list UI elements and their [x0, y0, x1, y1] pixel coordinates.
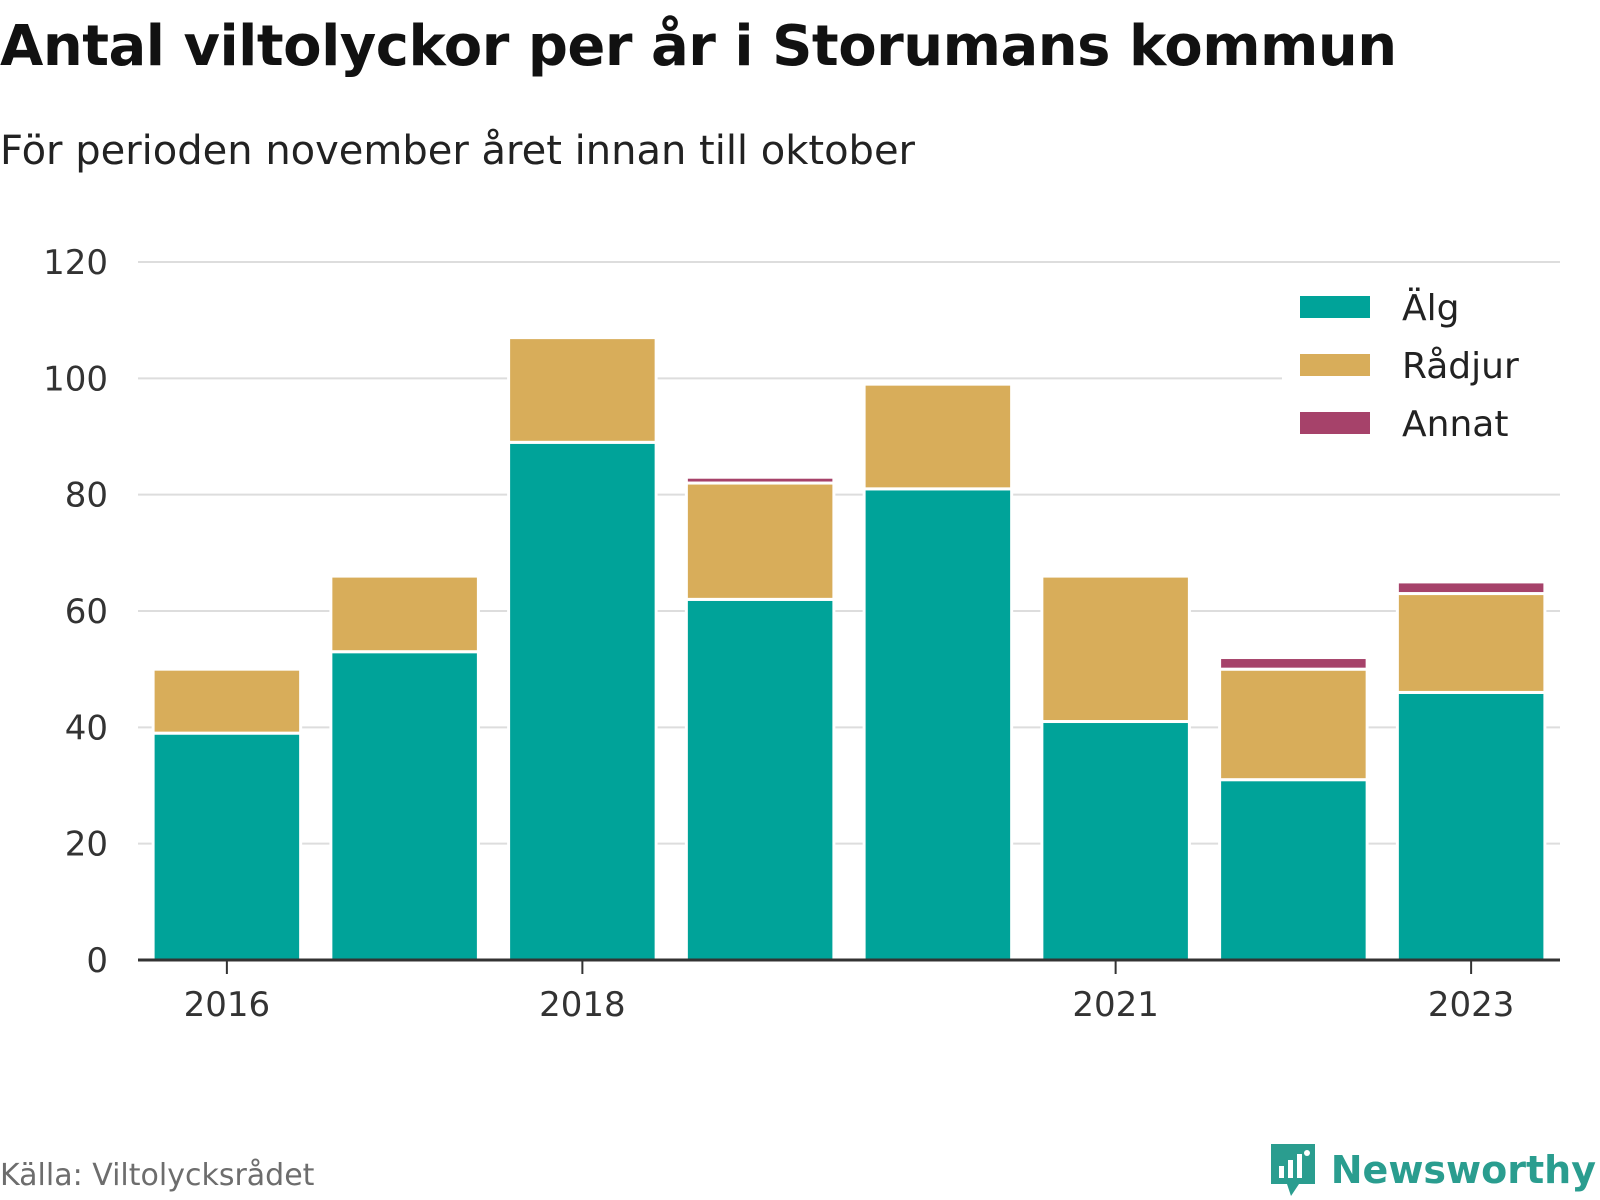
bar-segment: [329, 574, 480, 654]
chart-title: Antal viltolyckor per år i Storumans kom…: [0, 14, 1397, 79]
y-tick-label: 80: [65, 476, 108, 516]
bar-segment: [1395, 690, 1547, 962]
y-tick-label: 0: [86, 941, 108, 981]
y-tick-label: 100: [43, 359, 108, 399]
bar-segment: [1040, 574, 1191, 724]
bar-segment: [151, 731, 303, 962]
chart-subtitle: För perioden november året innan till ok…: [0, 128, 915, 174]
y-tick-label: 60: [65, 592, 108, 632]
x-tick-label: 2016: [184, 985, 271, 1025]
y-tick-label: 20: [65, 825, 108, 865]
x-tick-label: 2023: [1428, 985, 1515, 1025]
newsworthy-logo-icon: [1270, 1144, 1315, 1196]
source-note: Källa: Viltolycksrådet: [0, 1158, 315, 1193]
legend-label: Älg: [1402, 287, 1459, 329]
legend-swatch: [1300, 354, 1370, 376]
legend-label: Annat: [1402, 404, 1508, 445]
brand-name: Newsworthy: [1330, 1148, 1596, 1192]
bar-segment: [862, 487, 1014, 962]
brand-logo: Newsworthy: [1267, 1140, 1596, 1200]
bar-segment: [1218, 778, 1369, 962]
y-tick-label: 40: [65, 708, 108, 748]
legend-swatch: [1300, 412, 1370, 434]
bar-segment: [862, 382, 1014, 491]
bar-segment: [684, 597, 836, 962]
x-tick-label: 2021: [1072, 985, 1159, 1025]
bar-segment: [1218, 667, 1369, 782]
bar-segment: [1395, 580, 1547, 596]
bar-segment: [1218, 656, 1369, 671]
legend-label: Rådjur: [1402, 346, 1519, 387]
legend-swatch: [1300, 296, 1370, 318]
bar-segment: [684, 475, 836, 485]
stacked-bar-chart: 0 20 40 60 80 100 120 2016 2018 2021 2023 Älg Rådjur…: [43, 243, 1560, 1025]
bar-segment: [507, 336, 658, 444]
bar-segment: [507, 440, 658, 962]
bar-segment: [684, 481, 836, 601]
y-tick-label: 120: [43, 243, 108, 283]
x-tick-label: 2018: [539, 985, 626, 1025]
bar-segment: [329, 650, 480, 962]
bar-segment: [1395, 592, 1547, 694]
bar-segment: [1040, 720, 1191, 962]
bar-segment: [151, 667, 303, 735]
